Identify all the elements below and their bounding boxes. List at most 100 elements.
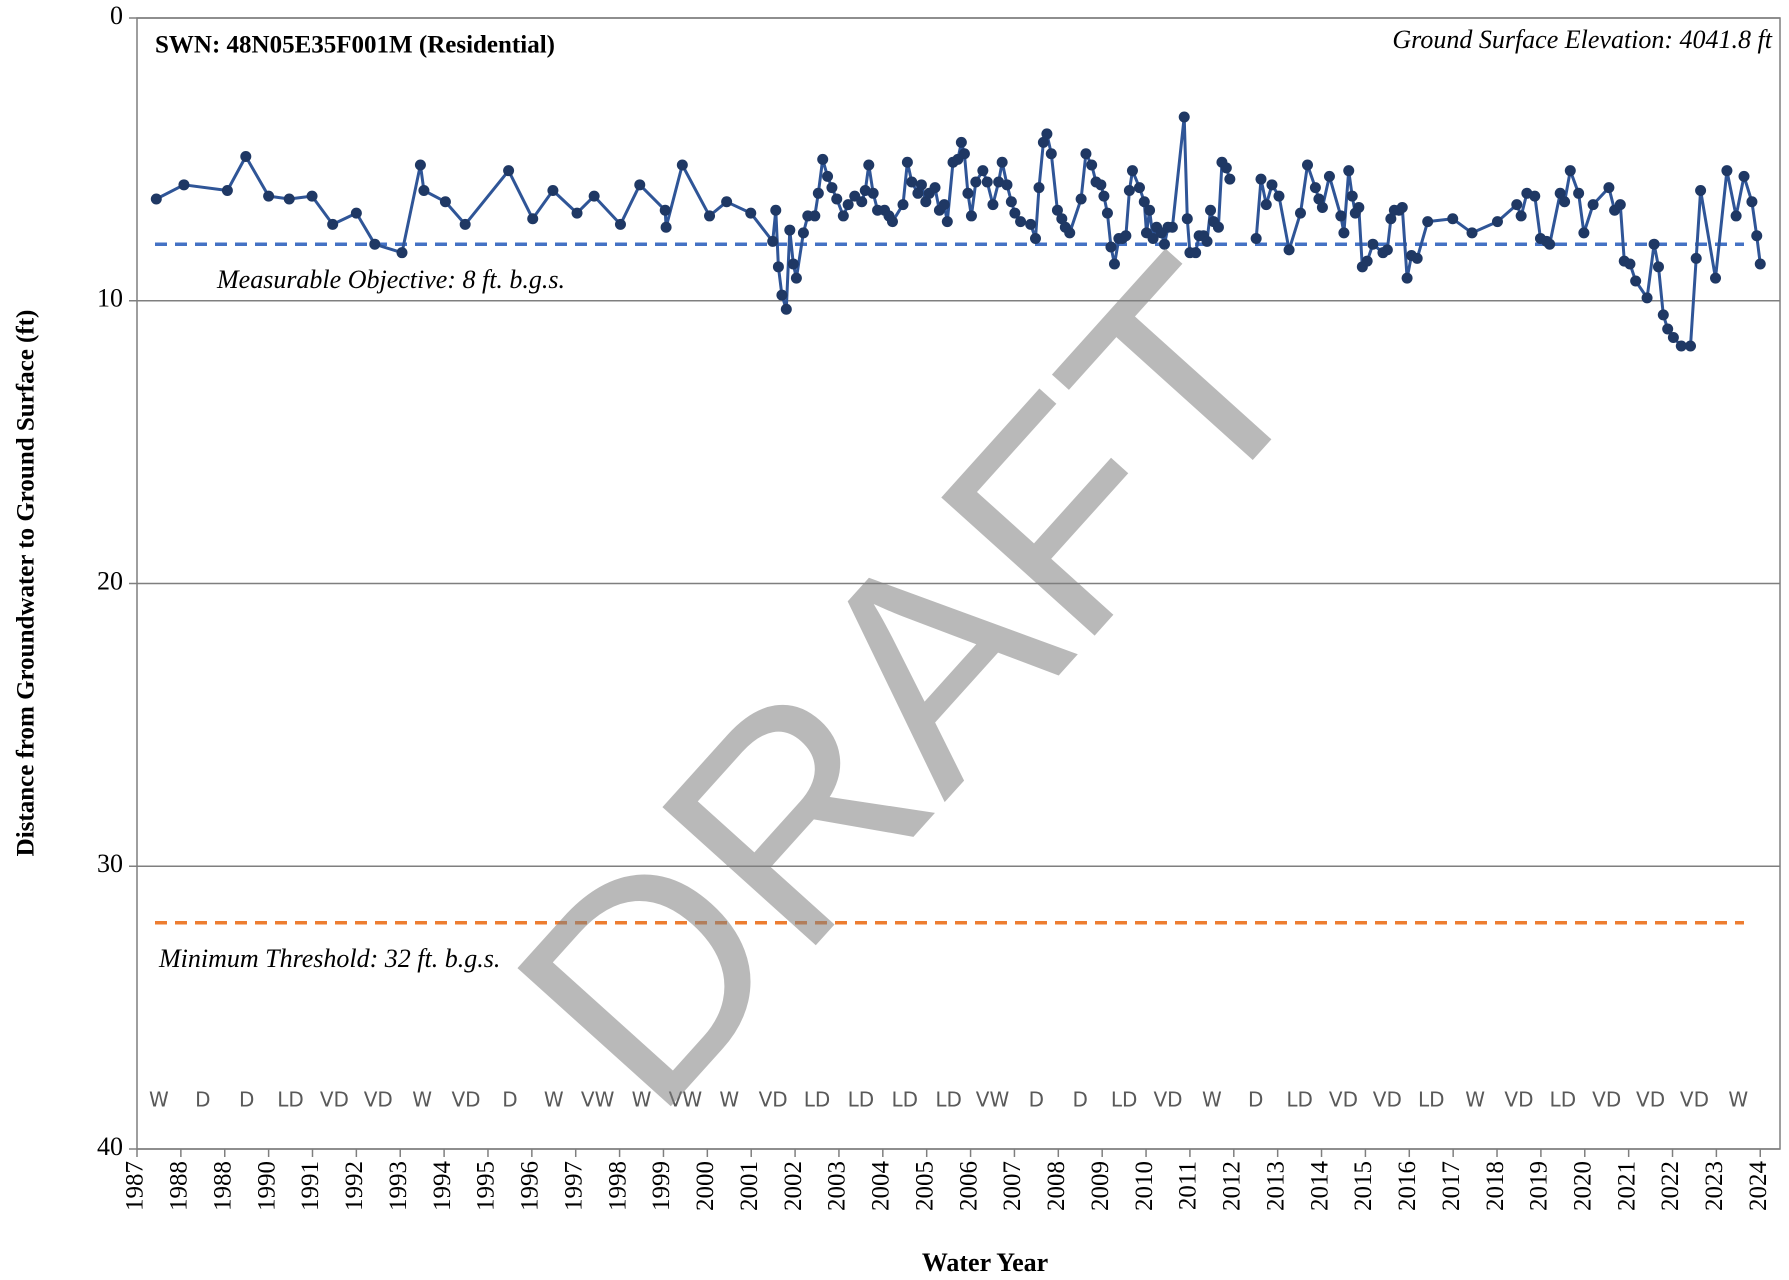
data-point (1751, 230, 1763, 242)
year-type-label: LD (277, 1087, 304, 1111)
data-point (1126, 165, 1138, 177)
data-point (1045, 148, 1057, 160)
year-type-label: LD (848, 1087, 875, 1111)
data-point (1603, 182, 1615, 194)
data-point (283, 193, 295, 205)
data-point (1041, 128, 1053, 140)
data-point (1323, 170, 1335, 182)
data-point (797, 227, 809, 239)
data-point (221, 184, 233, 196)
year-type-label: W (719, 1087, 739, 1111)
data-point (977, 165, 989, 177)
data-point (1515, 210, 1527, 222)
data-point (831, 193, 843, 205)
data-point (970, 176, 982, 188)
data-point (1343, 165, 1355, 177)
data-point (958, 148, 970, 160)
data-point (1652, 261, 1664, 273)
x-tick-label: 1988 (209, 1161, 236, 1211)
data-point (1675, 340, 1687, 352)
data-point (1587, 199, 1599, 211)
data-point (897, 199, 909, 211)
x-tick-label: 1994 (429, 1161, 456, 1212)
y-tick-label: 10 (97, 284, 123, 313)
data-point (1098, 190, 1110, 202)
data-point (1554, 187, 1566, 199)
data-point (1662, 323, 1674, 335)
year-type-label: VD (1680, 1087, 1709, 1111)
data-point (1283, 244, 1295, 256)
y-tick-label: 20 (97, 566, 123, 595)
x-tick-label: 2004 (868, 1161, 895, 1212)
data-point (772, 261, 784, 273)
data-point (993, 176, 1005, 188)
data-point (770, 204, 782, 216)
data-point (941, 216, 953, 228)
year-type-label: VD (1592, 1087, 1621, 1111)
data-point (1001, 179, 1013, 191)
data-point (459, 218, 471, 230)
year-type-label: VD (364, 1087, 393, 1111)
data-point (1181, 213, 1193, 225)
year-type-label: LD (891, 1087, 918, 1111)
x-axis-label: Water Year (922, 1248, 1048, 1277)
x-tick-label: 2018 (1482, 1161, 1509, 1211)
year-type-label: LD (1550, 1087, 1577, 1111)
data-point (263, 190, 275, 202)
data-point (886, 216, 898, 228)
data-point (1108, 258, 1120, 270)
data-point (915, 179, 927, 191)
year-type-label: W (1465, 1087, 1485, 1111)
data-point (1250, 233, 1262, 245)
data-point (1255, 173, 1267, 185)
data-point (1630, 275, 1642, 287)
x-tick-label: 2003 (824, 1161, 851, 1211)
data-point (1005, 196, 1017, 208)
year-type-label: VD (1153, 1087, 1182, 1111)
data-point (1316, 201, 1328, 213)
year-type-label: VW (669, 1087, 703, 1111)
data-point (1685, 340, 1697, 352)
data-point (634, 179, 646, 191)
x-tick-label: 1992 (341, 1161, 368, 1211)
data-point (1353, 201, 1365, 213)
data-point (938, 199, 950, 211)
data-point (1559, 196, 1571, 208)
data-point (614, 218, 626, 230)
year-type-label: W (149, 1087, 169, 1111)
data-point (1422, 216, 1434, 228)
data-point (1335, 210, 1347, 222)
data-point (784, 224, 796, 236)
data-point (1511, 199, 1523, 211)
x-tick-label: 1995 (473, 1161, 500, 1211)
year-type-label: W (1202, 1087, 1222, 1111)
x-tick-label: 2022 (1657, 1161, 1684, 1211)
year-type-label: D (195, 1087, 210, 1111)
x-tick-label: 2000 (692, 1161, 719, 1211)
data-point (1201, 235, 1213, 247)
data-point (178, 179, 190, 191)
data-point (1178, 111, 1190, 123)
x-tick-label: 2005 (911, 1161, 938, 1211)
data-point (588, 190, 600, 202)
data-point (780, 303, 792, 315)
data-point (1411, 252, 1423, 264)
data-point (955, 136, 967, 148)
x-tick-label: 2008 (1043, 1161, 1070, 1211)
x-tick-label: 2013 (1262, 1161, 1289, 1211)
data-point (1212, 221, 1224, 233)
data-point (396, 247, 408, 259)
data-point (1220, 162, 1232, 174)
data-point (1641, 292, 1653, 304)
x-tick-label: 2024 (1745, 1161, 1772, 1212)
data-point (1101, 207, 1113, 219)
data-point (987, 199, 999, 211)
data-point (1564, 165, 1576, 177)
data-point (1648, 238, 1660, 250)
data-point (1095, 179, 1107, 191)
data-point (1346, 190, 1358, 202)
data-point (1754, 258, 1766, 270)
year-type-label: W (412, 1087, 432, 1111)
x-tick-label: 2020 (1570, 1161, 1597, 1211)
data-point (867, 187, 879, 199)
